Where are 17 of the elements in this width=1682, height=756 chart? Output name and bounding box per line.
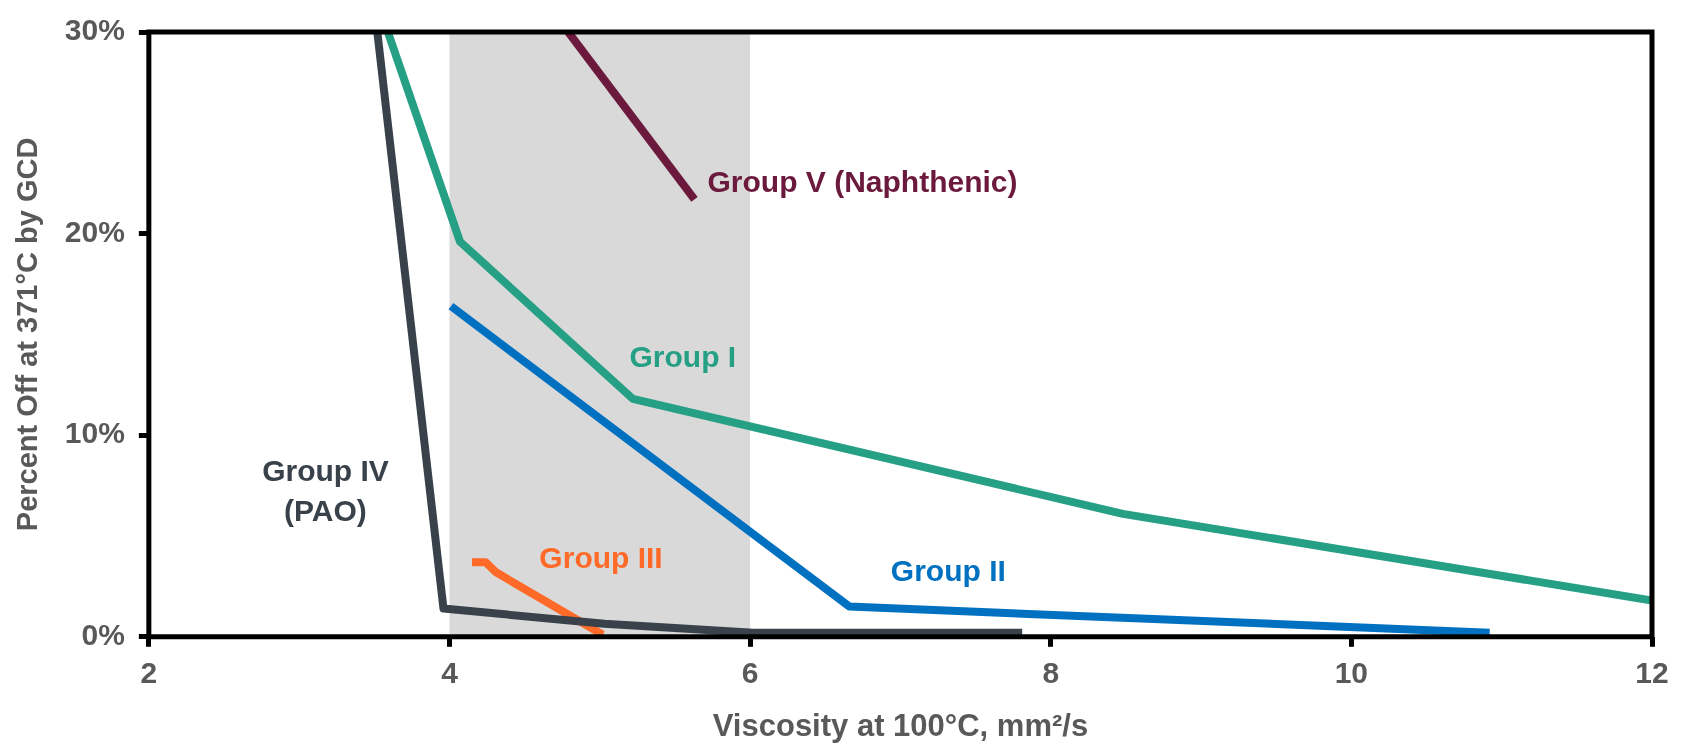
y-tick-label: 10% <box>64 416 125 450</box>
y-tick-label: 20% <box>64 214 125 248</box>
series-label: Group II <box>890 553 1006 587</box>
x-tick-label: 6 <box>741 656 759 690</box>
series-label: Group III <box>539 541 663 575</box>
x-tick-label: 8 <box>1042 656 1060 690</box>
y-tick-label: 30% <box>64 13 125 47</box>
series-label: Group V (Naphthenic) <box>707 164 1018 198</box>
x-tick-label: 12 <box>1635 656 1669 690</box>
x-tick-label: 4 <box>441 656 459 690</box>
series-label: Group I <box>629 340 737 374</box>
series-label: Group IV (PAO) <box>262 453 389 527</box>
x-tick-label: 10 <box>1334 656 1369 690</box>
x-axis-title: Viscosity at 100°C, mm²/s <box>712 707 1089 743</box>
y-axis-title: Percent Off at 371°C by GCD <box>11 137 44 532</box>
y-tick-label: 0% <box>81 618 125 652</box>
x-tick-label: 2 <box>140 656 158 690</box>
